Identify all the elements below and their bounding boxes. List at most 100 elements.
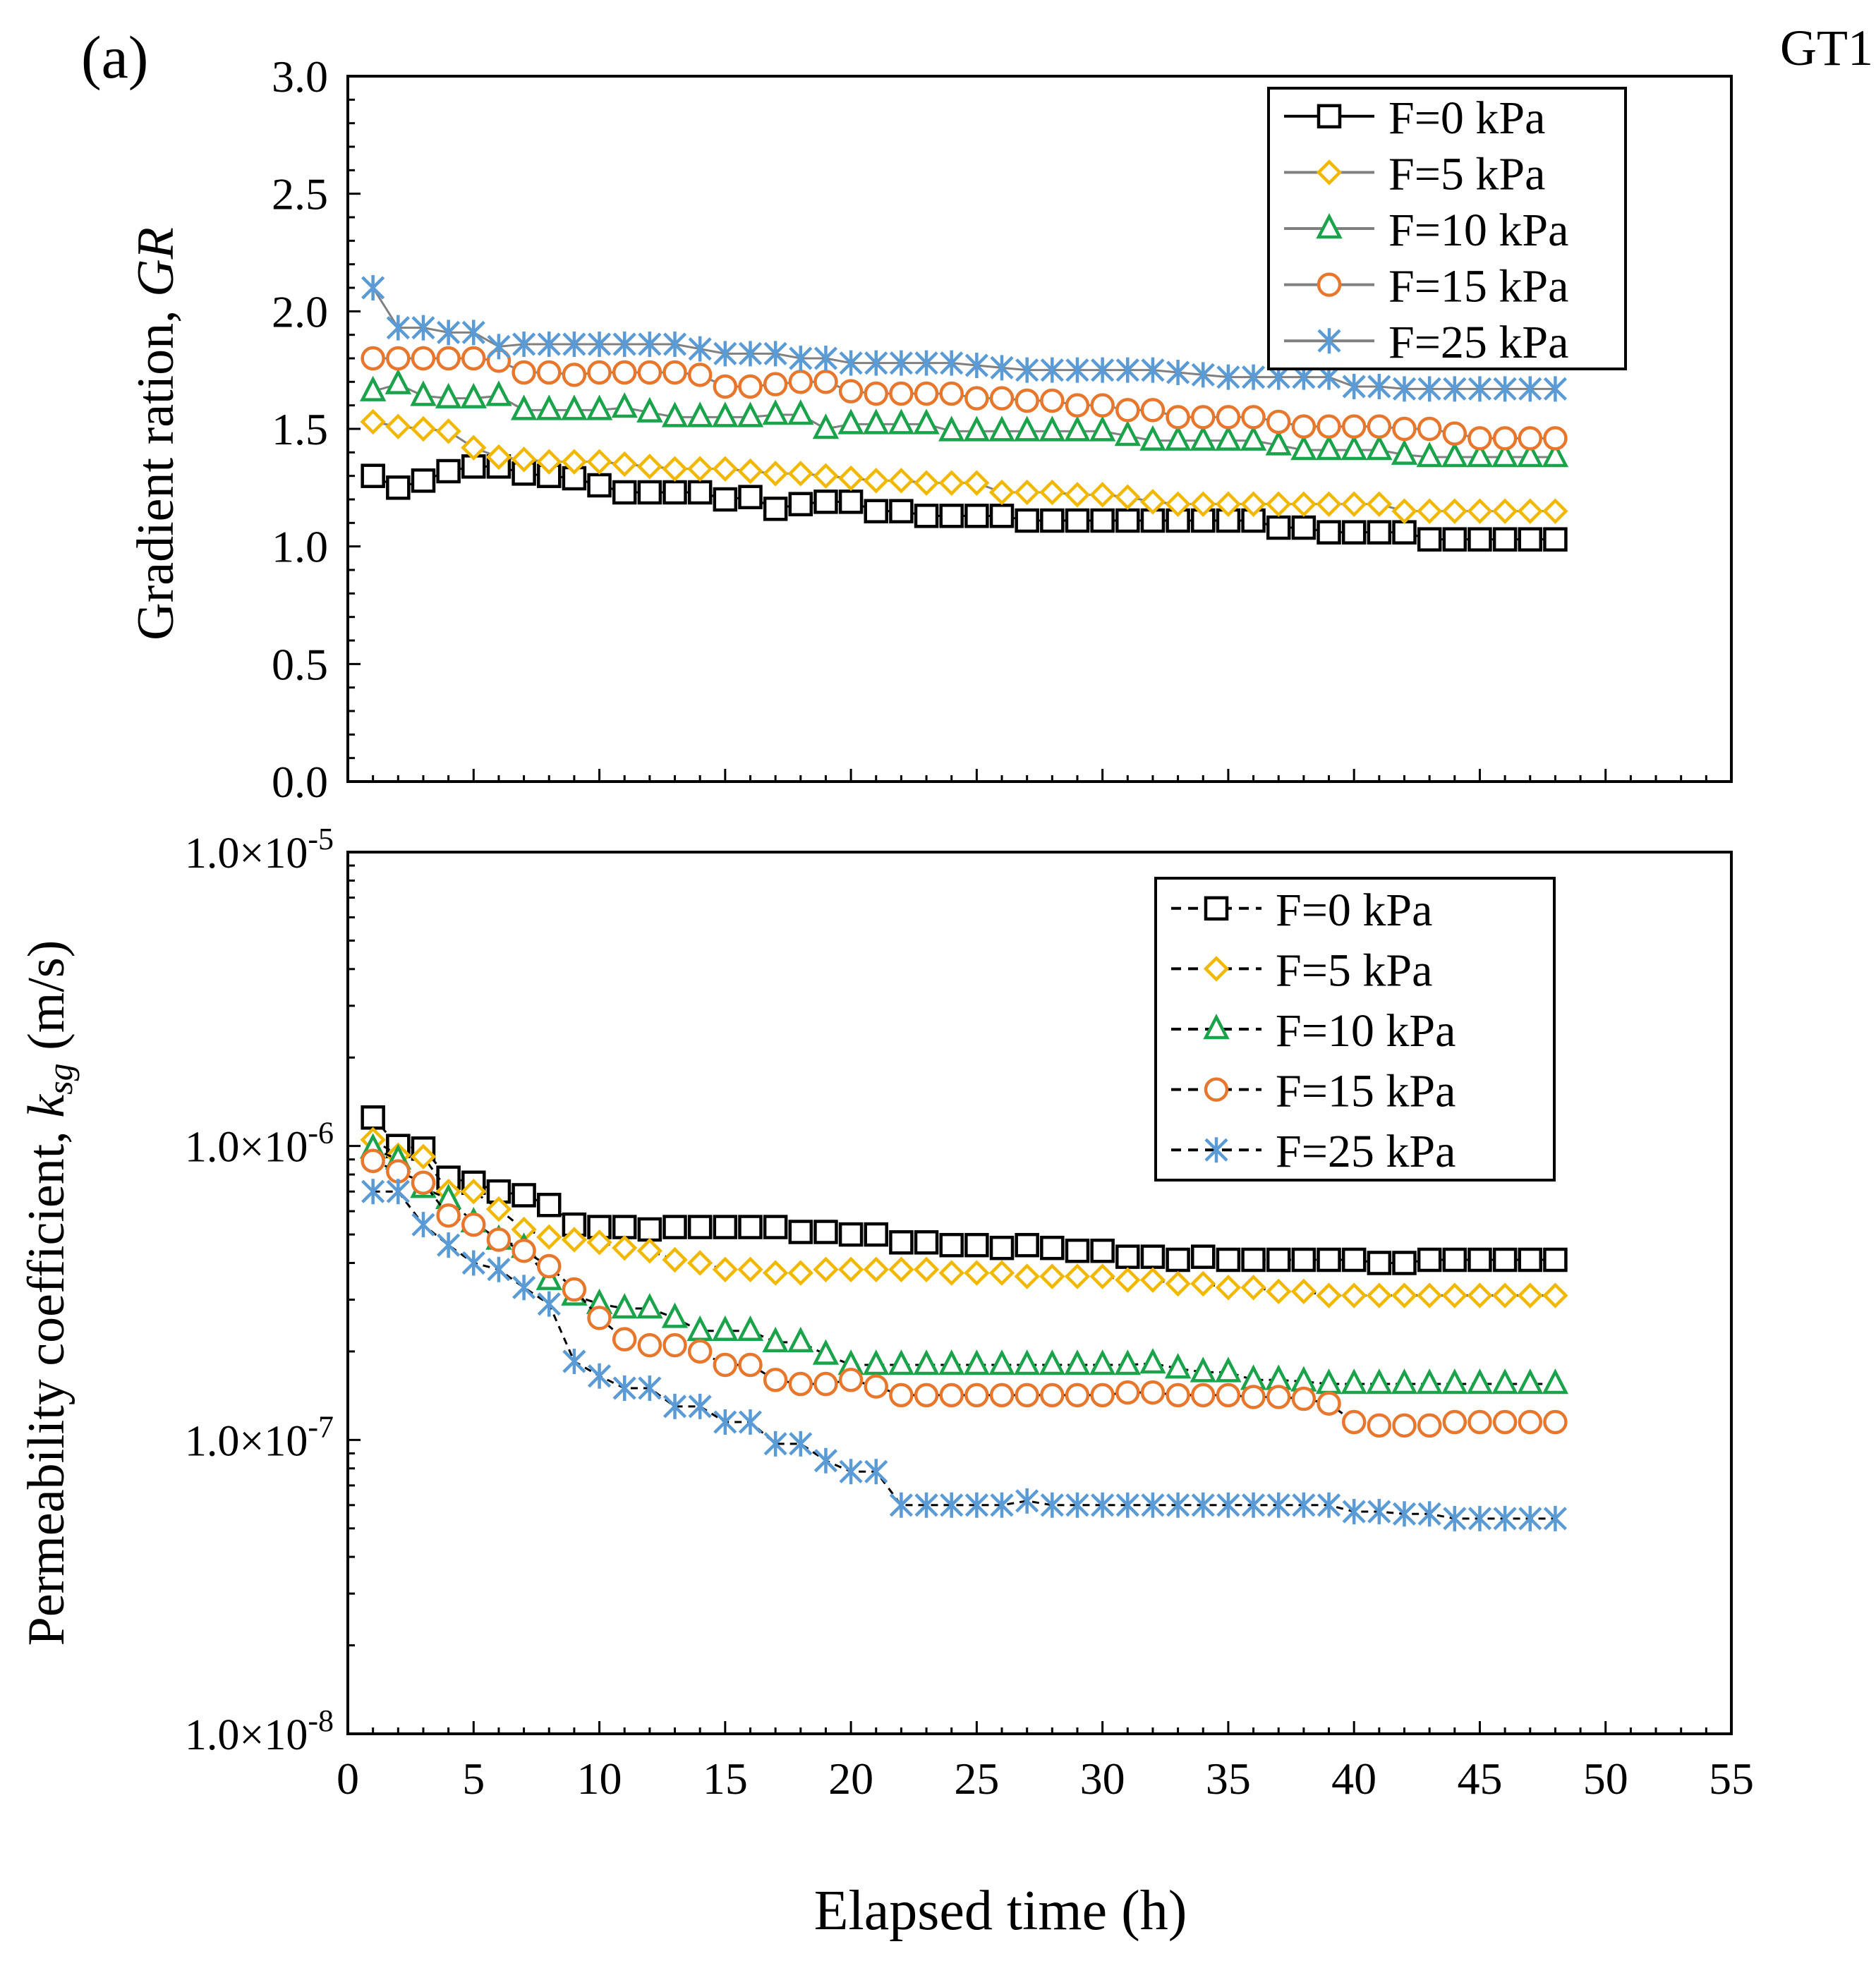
data-point — [636, 1238, 663, 1264]
data-point — [562, 1349, 586, 1375]
data-point — [1065, 393, 1090, 418]
data-point — [813, 346, 838, 371]
data-point — [461, 1250, 485, 1276]
y-tick-label: 0.0 — [272, 757, 328, 807]
data-point — [1291, 515, 1317, 540]
data-point — [1517, 442, 1544, 468]
data-point — [1366, 1282, 1393, 1308]
data-point — [688, 1393, 712, 1419]
data-point — [1341, 520, 1367, 545]
data-point — [864, 1222, 888, 1247]
data-point — [410, 415, 437, 442]
data-point — [989, 504, 1015, 528]
data-point — [763, 497, 788, 521]
data-point — [611, 392, 638, 418]
data-point — [486, 1227, 512, 1252]
data-point — [938, 470, 964, 496]
data-point — [1366, 491, 1393, 517]
data-point — [1342, 374, 1366, 399]
data-point — [1190, 491, 1216, 517]
data-point — [712, 456, 739, 482]
data-point — [512, 1275, 536, 1301]
legend-label: F=5 kPa — [1388, 148, 1545, 200]
data-point — [485, 1196, 512, 1222]
data-point — [1542, 1368, 1569, 1395]
data-point — [1392, 1501, 1417, 1527]
data-point — [512, 360, 536, 385]
data-point — [386, 1179, 410, 1205]
data-point — [561, 449, 588, 475]
data-point — [963, 415, 991, 442]
data-point — [361, 1179, 385, 1205]
data-point — [1543, 1247, 1568, 1272]
data-point — [964, 504, 989, 528]
series-f-25-kpa — [361, 1179, 1568, 1531]
data-point — [1039, 415, 1066, 442]
data-point — [1166, 1247, 1190, 1272]
x-tick-label: 20 — [828, 1754, 873, 1804]
data-point — [964, 386, 989, 411]
bottom-legend: F=0 kPa F=5 kPa F=10 kPa F=15 kPa F=25 kPa — [1154, 877, 1556, 1182]
data-point — [1015, 508, 1039, 533]
data-point — [914, 504, 939, 528]
data-point — [636, 454, 663, 480]
data-point — [1040, 1383, 1065, 1408]
data-point — [1467, 1505, 1492, 1531]
data-point — [838, 490, 864, 514]
data-point — [788, 370, 813, 394]
legend-label: F=0 kPa — [1388, 92, 1545, 144]
data-point — [1265, 430, 1292, 456]
data-point — [637, 360, 662, 385]
data-point — [1416, 1368, 1443, 1395]
data-point — [1291, 414, 1317, 439]
data-point — [787, 1260, 813, 1286]
data-point — [1141, 1492, 1165, 1518]
data-point — [1164, 425, 1192, 451]
data-point — [411, 468, 436, 493]
data-point — [688, 336, 712, 362]
data-point — [838, 1222, 864, 1247]
data-point — [586, 1229, 612, 1256]
data-point — [712, 1256, 739, 1282]
legend-label: F=10 kPa — [1276, 1005, 1456, 1057]
data-point — [1366, 1368, 1393, 1395]
data-point — [1491, 442, 1518, 468]
data-point — [1089, 1263, 1115, 1289]
data-point — [964, 1492, 988, 1518]
data-point — [889, 350, 913, 376]
data-point — [1014, 1263, 1040, 1289]
data-point — [386, 315, 410, 341]
bottom-series-group — [359, 1105, 1569, 1531]
series-line — [372, 287, 1556, 390]
x-tick-label: 10 — [577, 1754, 622, 1804]
data-point — [1441, 442, 1468, 468]
data-point — [485, 444, 512, 470]
data-point — [461, 1212, 486, 1237]
series-f-0-kpa — [361, 454, 1568, 552]
data-point — [737, 1315, 764, 1341]
data-point — [1140, 398, 1166, 423]
data-point — [1065, 1238, 1090, 1263]
data-point — [536, 449, 562, 475]
data-point — [1140, 1244, 1166, 1269]
data-point — [1064, 1349, 1091, 1375]
data-point — [762, 461, 789, 487]
data-point — [1341, 491, 1367, 517]
data-point — [385, 413, 411, 439]
data-point — [637, 1217, 662, 1242]
data-point — [1241, 1492, 1266, 1518]
x-tick-label: 30 — [1080, 1754, 1125, 1804]
data-point — [989, 1383, 1015, 1408]
data-point — [913, 1349, 940, 1375]
data-point — [1013, 1349, 1041, 1375]
data-point — [686, 456, 713, 482]
data-point — [1391, 498, 1417, 524]
x-tick-label: 45 — [1457, 1754, 1502, 1804]
data-point — [989, 386, 1015, 411]
data-point — [1240, 1275, 1266, 1301]
data-point — [1291, 1247, 1317, 1272]
bottom-plot-frame — [346, 851, 1733, 1735]
data-point — [888, 1349, 915, 1375]
data-point — [1115, 1380, 1140, 1405]
data-point — [1317, 1247, 1341, 1272]
